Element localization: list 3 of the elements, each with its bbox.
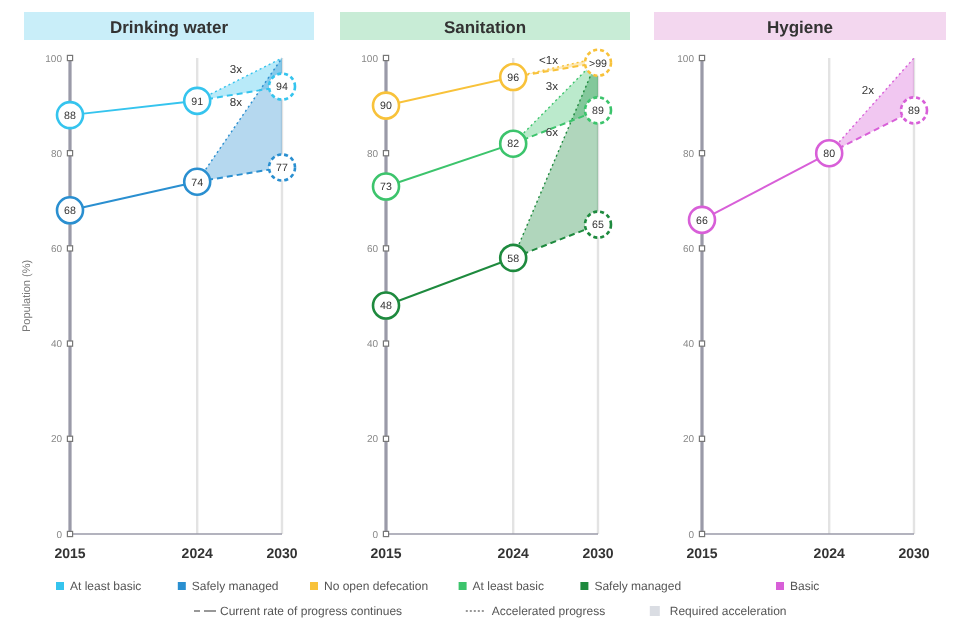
chart-title: Sanitation [443,17,527,37]
chart-title: Drinking water [109,17,230,37]
chart-title: Hygiene [766,17,834,37]
